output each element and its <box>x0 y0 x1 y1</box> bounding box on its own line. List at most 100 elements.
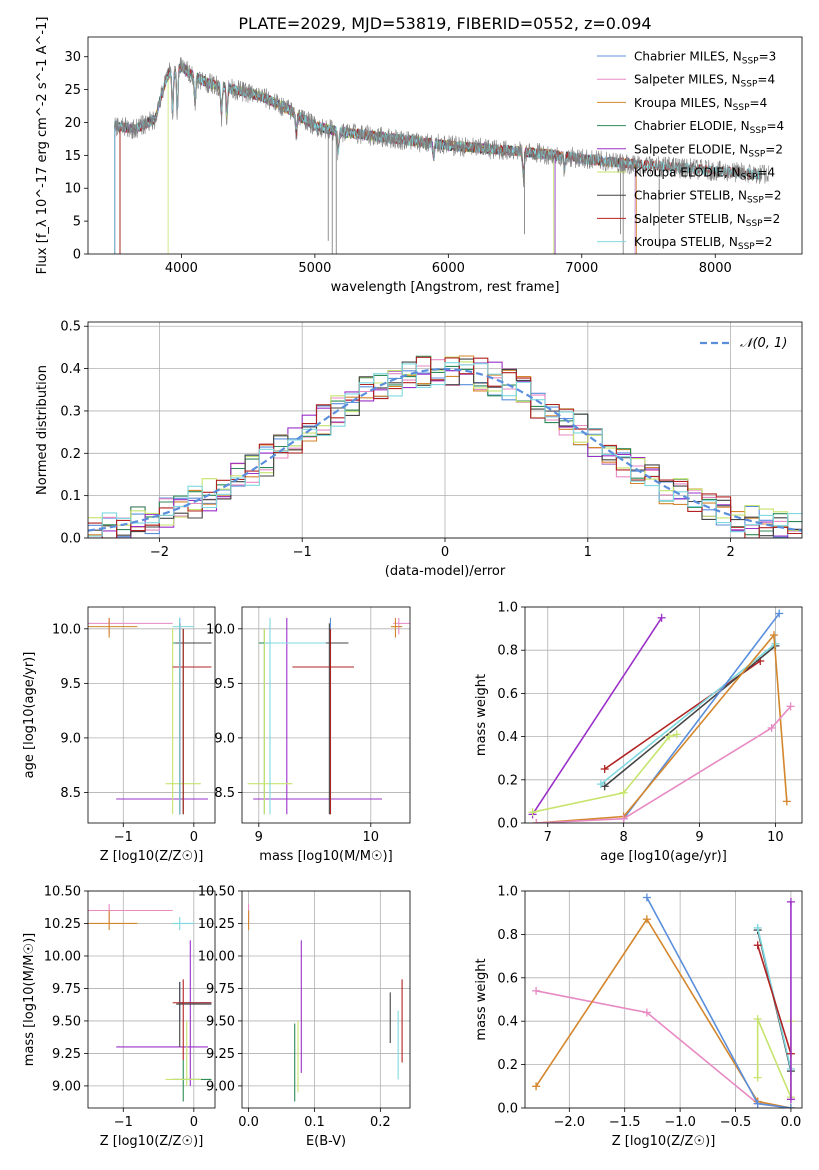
y-tick-label: 9.50 <box>206 1014 235 1029</box>
x-tick-label: 10 <box>767 830 784 845</box>
legend: Chabrier MILES, NSSP=3 Salpeter MILES, NS… <box>597 50 784 252</box>
x-tick-label: −1.5 <box>609 1115 641 1130</box>
y-tick-label: 9.5 <box>214 677 235 692</box>
x-tick-label: 7 <box>544 830 552 845</box>
series-chabrier-stelib <box>600 641 780 791</box>
errorbar-kroupa-miles <box>390 617 403 638</box>
y-tick-label: 0.2 <box>497 773 518 788</box>
y-axis-label: Flux [f_λ 10^-17 erg cm^-2 s^-1 A^-1] <box>35 17 50 275</box>
y-tick-label: 9.00 <box>52 1079 81 1094</box>
x-tick-label: 0.1 <box>304 1115 325 1130</box>
y-tick-label: 10.25 <box>44 917 81 932</box>
y-axis-label: mass [log10(M/M☉)] <box>22 933 37 1066</box>
x-tick-label: 6000 <box>432 261 465 276</box>
y-tick-label: 0.4 <box>60 362 81 377</box>
errorbar-chabrier-stelib <box>176 981 212 1047</box>
y-tick-label: 9.25 <box>52 1047 81 1062</box>
series-line <box>756 1018 792 1098</box>
y-tick-label: 10.00 <box>44 949 81 964</box>
x-tick-label: 2 <box>726 545 734 560</box>
x-tick-label: 8 <box>620 830 628 845</box>
y-tick-label: 0.1 <box>60 489 81 504</box>
x-tick-label: 9 <box>255 830 263 845</box>
errorbar-kroupa-stelib <box>264 617 326 815</box>
y-tick-label: 0.0 <box>497 1102 518 1117</box>
x-tick-label: 5000 <box>298 261 331 276</box>
x-axis-label: Z [log10(Z/Z☉)] <box>612 1134 716 1149</box>
errorbar-salpeter-stelib <box>172 628 212 815</box>
x-tick-label: 4000 <box>165 261 198 276</box>
x-tick-label: −1 <box>293 545 312 560</box>
x-tick-label: −2 <box>150 545 169 560</box>
legend-label-chabrier-elodie: Chabrier ELODIE, NSSP=4 <box>634 119 784 136</box>
y-tick-label: 0.2 <box>60 447 81 462</box>
errorbar-chabrier-miles <box>179 617 212 815</box>
x-tick-label: 7000 <box>565 261 598 276</box>
y-axis-label: mass weight <box>474 958 489 1040</box>
series-salpeter-stelib <box>753 941 795 1058</box>
x-axis-label: age [log10(age/yr)] <box>600 849 727 864</box>
mass-vs-ebv-panel: 0.0 0.1 0.2 9.00 9.25 9.50 9.75 10.00 10.25 10.50… <box>198 885 411 1149</box>
errorbar-kroupa-miles <box>88 617 138 638</box>
errorbar-salpeter-miles <box>88 903 173 924</box>
y-tick-label: 0.3 <box>60 404 81 419</box>
errorbar-kroupa-elodie <box>165 1020 201 1086</box>
series-line <box>532 733 677 813</box>
y-tick-label: 9.75 <box>52 982 81 997</box>
model-line-chabrier-elodie <box>114 62 556 254</box>
spectrum-lines <box>114 57 769 254</box>
gaussian-curve <box>88 367 802 532</box>
y-tick-label: 1.0 <box>497 885 518 900</box>
legend-label-salpeter-stelib: Salpeter STELIB, NSSP=2 <box>634 212 780 229</box>
grid <box>242 890 410 1108</box>
x-tick-label: −1 <box>114 1115 133 1130</box>
errorbars <box>88 903 212 1102</box>
y-tick-label: 9.5 <box>60 677 81 692</box>
y-tick-label: 0.0 <box>60 532 81 547</box>
histograms <box>88 355 802 538</box>
axes-frame <box>241 606 411 824</box>
x-tick-label: −2.0 <box>554 1115 586 1130</box>
y-tick-label: 0.8 <box>497 644 518 659</box>
errorbar-chabrier-elodie <box>172 628 212 815</box>
series-kroupa-elodie <box>528 730 681 817</box>
axes-frame <box>87 890 216 1109</box>
model-line-salpeter-elodie <box>114 64 556 254</box>
errorbar-salpeter-stelib <box>292 628 354 815</box>
x-tick-label: 0 <box>190 1115 198 1130</box>
y-tick-label: 10.0 <box>206 622 235 637</box>
age-vs-Z-panel: −1 0 8.5 9.0 9.5 10.0 Z [log10(Z/Z☉)] age [log1… <box>22 606 216 864</box>
axes-frame <box>87 36 803 255</box>
series-line <box>535 990 792 1108</box>
errorbars <box>248 903 403 1102</box>
y-tick-label: 5 <box>73 215 81 230</box>
x-axis-label: Z [log10(Z/Z☉)] <box>100 849 204 864</box>
y-tick-label: 9.0 <box>214 731 235 746</box>
y-tick-label: 9.25 <box>206 1047 235 1062</box>
x-tick-label: −1.0 <box>664 1115 696 1130</box>
series-line <box>646 897 792 1108</box>
series-line <box>600 643 776 785</box>
x-tick-label: 8000 <box>699 261 732 276</box>
figure-title: PLATE=2029, MJD=53819, FIBERID=0552, z=0… <box>238 14 651 33</box>
legend-label-salpeter-elodie: Salpeter ELODIE, NSSP=2 <box>634 142 783 159</box>
observed-spectrum-line <box>114 57 769 188</box>
y-tick-label: 10.00 <box>198 949 235 964</box>
y-tick-label: 9.50 <box>52 1014 81 1029</box>
y-tick-label: 10 <box>64 182 81 197</box>
x-axis-label: E(B-V) <box>306 1134 346 1149</box>
legend-label-gaussian: 𝒩(0, 1) <box>740 336 787 351</box>
grid <box>525 890 802 1109</box>
y-tick-label: 10.50 <box>44 885 81 900</box>
y-tick-label: 20 <box>64 116 81 131</box>
age-vs-mass-panel: 9 10 8.5 9.0 9.5 10.0 mass [log10(M/M☉)] <box>206 606 411 864</box>
series-line <box>756 945 792 1054</box>
series-line <box>535 917 792 1108</box>
weight-lines <box>532 893 795 1108</box>
axes-frame <box>87 606 216 824</box>
y-tick-label: 8.5 <box>60 786 81 801</box>
y-tick-label: 8.5 <box>214 786 235 801</box>
axes-frame <box>241 890 411 1109</box>
x-tick-label: 9 <box>695 830 703 845</box>
y-tick-label: 0.2 <box>497 1058 518 1073</box>
